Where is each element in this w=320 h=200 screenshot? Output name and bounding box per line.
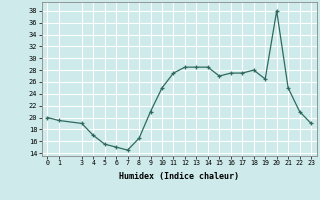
X-axis label: Humidex (Indice chaleur): Humidex (Indice chaleur) bbox=[119, 172, 239, 181]
